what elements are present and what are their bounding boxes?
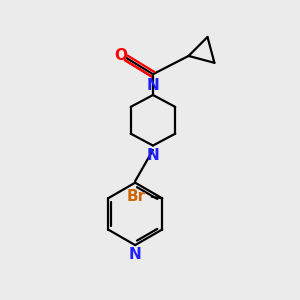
Text: Br: Br — [127, 189, 146, 204]
Text: O: O — [114, 48, 128, 63]
Text: N: N — [147, 148, 159, 163]
Text: N: N — [147, 78, 159, 93]
Text: N: N — [129, 247, 142, 262]
